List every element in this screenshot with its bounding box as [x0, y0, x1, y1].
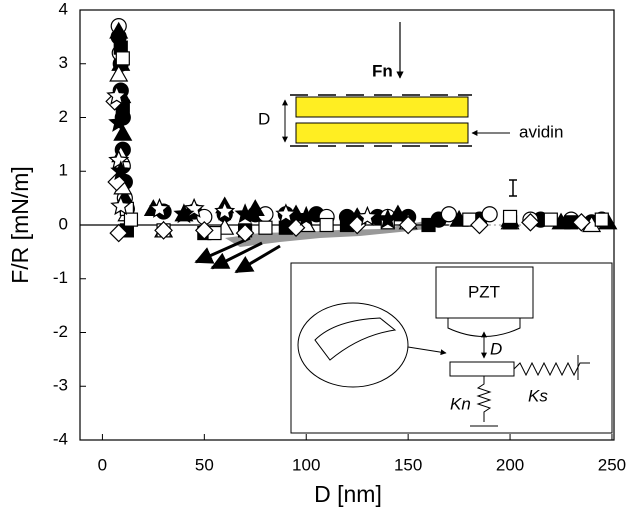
annotation: PZT	[468, 282, 500, 301]
data-point	[398, 215, 418, 235]
data-point	[149, 197, 170, 218]
annotation: avidin	[519, 122, 563, 141]
data-point	[502, 209, 518, 225]
data-point	[154, 221, 173, 240]
data-point	[109, 223, 129, 243]
y-tick-label: 4	[59, 0, 68, 18]
x-tick-label: 50	[195, 455, 214, 474]
data-point	[572, 212, 591, 232]
annotation: D	[490, 339, 502, 358]
data-point	[319, 217, 334, 233]
y-tick-label: 2	[59, 107, 68, 126]
data-point	[470, 215, 489, 235]
data-point	[481, 206, 498, 223]
data-point	[110, 195, 132, 216]
data-point	[275, 203, 297, 224]
bottom-inset	[290, 262, 613, 434]
y-tick-label: 0	[59, 214, 68, 233]
annotation: Kn	[450, 394, 471, 413]
annotation: D	[258, 109, 270, 128]
arrows	[194, 236, 281, 274]
data-point	[235, 223, 255, 243]
x-axis-label: D [nm]	[314, 481, 382, 507]
data-point	[594, 212, 609, 227]
data-point	[377, 208, 399, 229]
data-point	[106, 84, 128, 105]
data-point	[108, 149, 130, 170]
data-point	[173, 203, 195, 224]
data-point	[107, 172, 127, 192]
annotation: Fn	[372, 61, 393, 80]
data-point	[356, 205, 378, 226]
gray-band	[225, 218, 440, 247]
data-point	[108, 111, 130, 132]
data-point	[521, 212, 540, 232]
data-point	[115, 51, 130, 66]
data-point	[286, 218, 306, 238]
x-tick-label: 150	[394, 455, 422, 474]
y-tick-label: 1	[59, 161, 68, 180]
data-point	[123, 212, 139, 227]
data-point	[440, 206, 458, 223]
x-tick-label: 0	[98, 455, 107, 474]
y-tick-label: -4	[53, 429, 68, 448]
y-tick-label: 3	[59, 53, 68, 72]
top-inset	[282, 22, 510, 147]
annotation: Ks	[528, 386, 548, 405]
data-point	[110, 160, 132, 181]
error-bar	[509, 179, 517, 197]
data-point	[543, 212, 558, 227]
data-point	[194, 221, 214, 240]
y-axis-label: F/R [mN/m]	[7, 166, 33, 284]
data-point	[109, 64, 129, 82]
data-point	[421, 217, 436, 233]
data-point	[258, 220, 273, 235]
x-tick-label: 250	[598, 455, 626, 474]
x-tick-label: 200	[496, 455, 524, 474]
data-point	[113, 123, 133, 141]
x-tick-label: 100	[292, 455, 320, 474]
y-tick-label: -3	[53, 376, 68, 395]
y-tick-label: -1	[53, 268, 68, 287]
data-point	[234, 203, 256, 224]
data-point	[109, 21, 129, 39]
data-point	[214, 200, 236, 221]
data-point	[295, 205, 317, 226]
y-tick-label: -2	[53, 322, 68, 341]
